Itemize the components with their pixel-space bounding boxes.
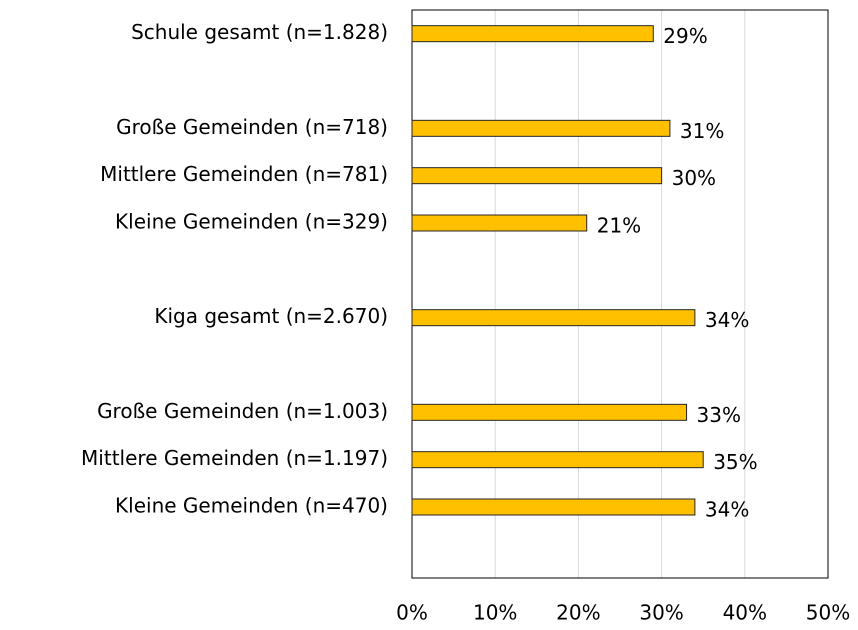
data-label: 33% xyxy=(697,403,741,427)
x-tick-label: 0% xyxy=(396,601,428,625)
x-tick-label: 10% xyxy=(473,601,517,625)
y-tick-label: Mittlere Gemeinden (n=1.197) xyxy=(81,446,388,470)
data-label: 31% xyxy=(680,119,724,143)
x-tick-label: 20% xyxy=(556,601,600,625)
x-tick-label: 40% xyxy=(723,601,767,625)
y-tick-label: Große Gemeinden (n=1.003) xyxy=(97,399,388,423)
bar xyxy=(411,451,704,469)
bar xyxy=(411,498,696,516)
bar xyxy=(411,25,654,43)
y-tick-label: Kleine Gemeinden (n=329) xyxy=(115,210,388,234)
bar xyxy=(411,309,696,327)
bar xyxy=(411,403,688,421)
data-label: 35% xyxy=(713,450,757,474)
bar xyxy=(411,167,663,185)
y-tick-label: Große Gemeinden (n=718) xyxy=(116,115,388,139)
data-label: 30% xyxy=(672,166,716,190)
bar xyxy=(411,214,588,232)
y-tick-label: Kiga gesamt (n=2.670) xyxy=(154,304,388,328)
data-label: 29% xyxy=(663,24,707,48)
x-tick-label: 30% xyxy=(639,601,683,625)
y-tick-label: Mittlere Gemeinden (n=781) xyxy=(100,162,388,186)
data-label: 34% xyxy=(705,308,749,332)
y-tick-label: Schule gesamt (n=1.828) xyxy=(131,20,388,44)
y-tick-label: Kleine Gemeinden (n=470) xyxy=(115,494,388,518)
bar xyxy=(411,119,671,137)
data-label: 21% xyxy=(597,214,641,238)
plot-border xyxy=(411,9,829,579)
data-label: 34% xyxy=(705,498,749,522)
x-tick-label: 50% xyxy=(806,601,850,625)
